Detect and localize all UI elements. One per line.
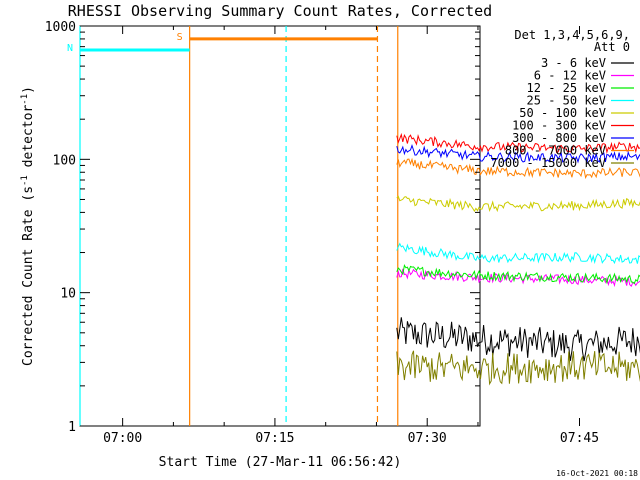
legend-header-attenuator: Att 0 (594, 40, 630, 54)
y-axis-label-part3: ) (21, 86, 36, 94)
series-line-5 (396, 132, 640, 154)
series-line-7 (396, 157, 640, 180)
y-axis-ticks: 1 10 100 1000 (45, 20, 480, 435)
x-tick-label-3: 07:45 (560, 431, 599, 446)
legend-label-3: 25 - 50 keV (527, 94, 606, 108)
y-tick-label-0: 1 (68, 420, 76, 435)
series-line-0 (396, 317, 640, 362)
x-axis-label: Start Time (27-Mar-11 06:56:42) (159, 455, 402, 470)
series-line-2 (396, 264, 640, 285)
y-axis-label: Corrected Count Rate (s-1 detector-1) (20, 86, 36, 366)
footer-timestamp: 16-Oct-2021 00:18 (556, 469, 638, 478)
legend-label-8: 7000 - 15000 keV (490, 156, 606, 170)
state-bar-label-1: N (67, 43, 73, 54)
legend-label-0: 3 - 6 keV (541, 56, 606, 70)
x-tick-label-1: 07:15 (255, 431, 294, 446)
data-series (396, 132, 640, 386)
legend-label-1: 6 - 12 keV (534, 69, 606, 83)
x-tick-label-0: 07:00 (103, 431, 142, 446)
legend-label-6: 300 - 800 keV (512, 131, 606, 145)
legend-label-4: 50 - 100 keV (519, 106, 606, 120)
y-tick-label-1: 10 (60, 287, 76, 302)
chart-title: RHESSI Observing Summary Count Rates, Co… (68, 2, 492, 20)
legend-label-5: 100 - 300 keV (512, 119, 606, 133)
series-line-6 (396, 144, 640, 164)
legend-label-7: 800 - 7000 keV (505, 144, 606, 158)
legend-label-2: 12 - 25 keV (527, 81, 606, 95)
series-line-8 (396, 350, 640, 386)
plot-area: SNF 07:0007:1507:3007:4508:0008:1508:30 … (45, 20, 640, 446)
y-axis-label-part1: Corrected Count Rate (s (21, 186, 36, 366)
plot-frame (79, 25, 481, 427)
y-tick-label-3: 1000 (45, 20, 76, 35)
state-bar-label-0: S (177, 32, 183, 43)
series-line-3 (396, 242, 640, 265)
y-axis-label-sup1: -1 (20, 175, 30, 186)
legend-header-detectors: Det 1,3,4,5,6,9, (514, 28, 630, 42)
series-line-1 (396, 267, 640, 288)
y-axis-label-part2: detector (21, 105, 36, 176)
series-line-4 (396, 195, 640, 213)
y-axis-label-sup2: -1 (20, 94, 30, 105)
x-tick-label-2: 07:30 (408, 431, 447, 446)
y-tick-label-2: 100 (53, 153, 76, 168)
state-bars: SNF (67, 32, 378, 54)
